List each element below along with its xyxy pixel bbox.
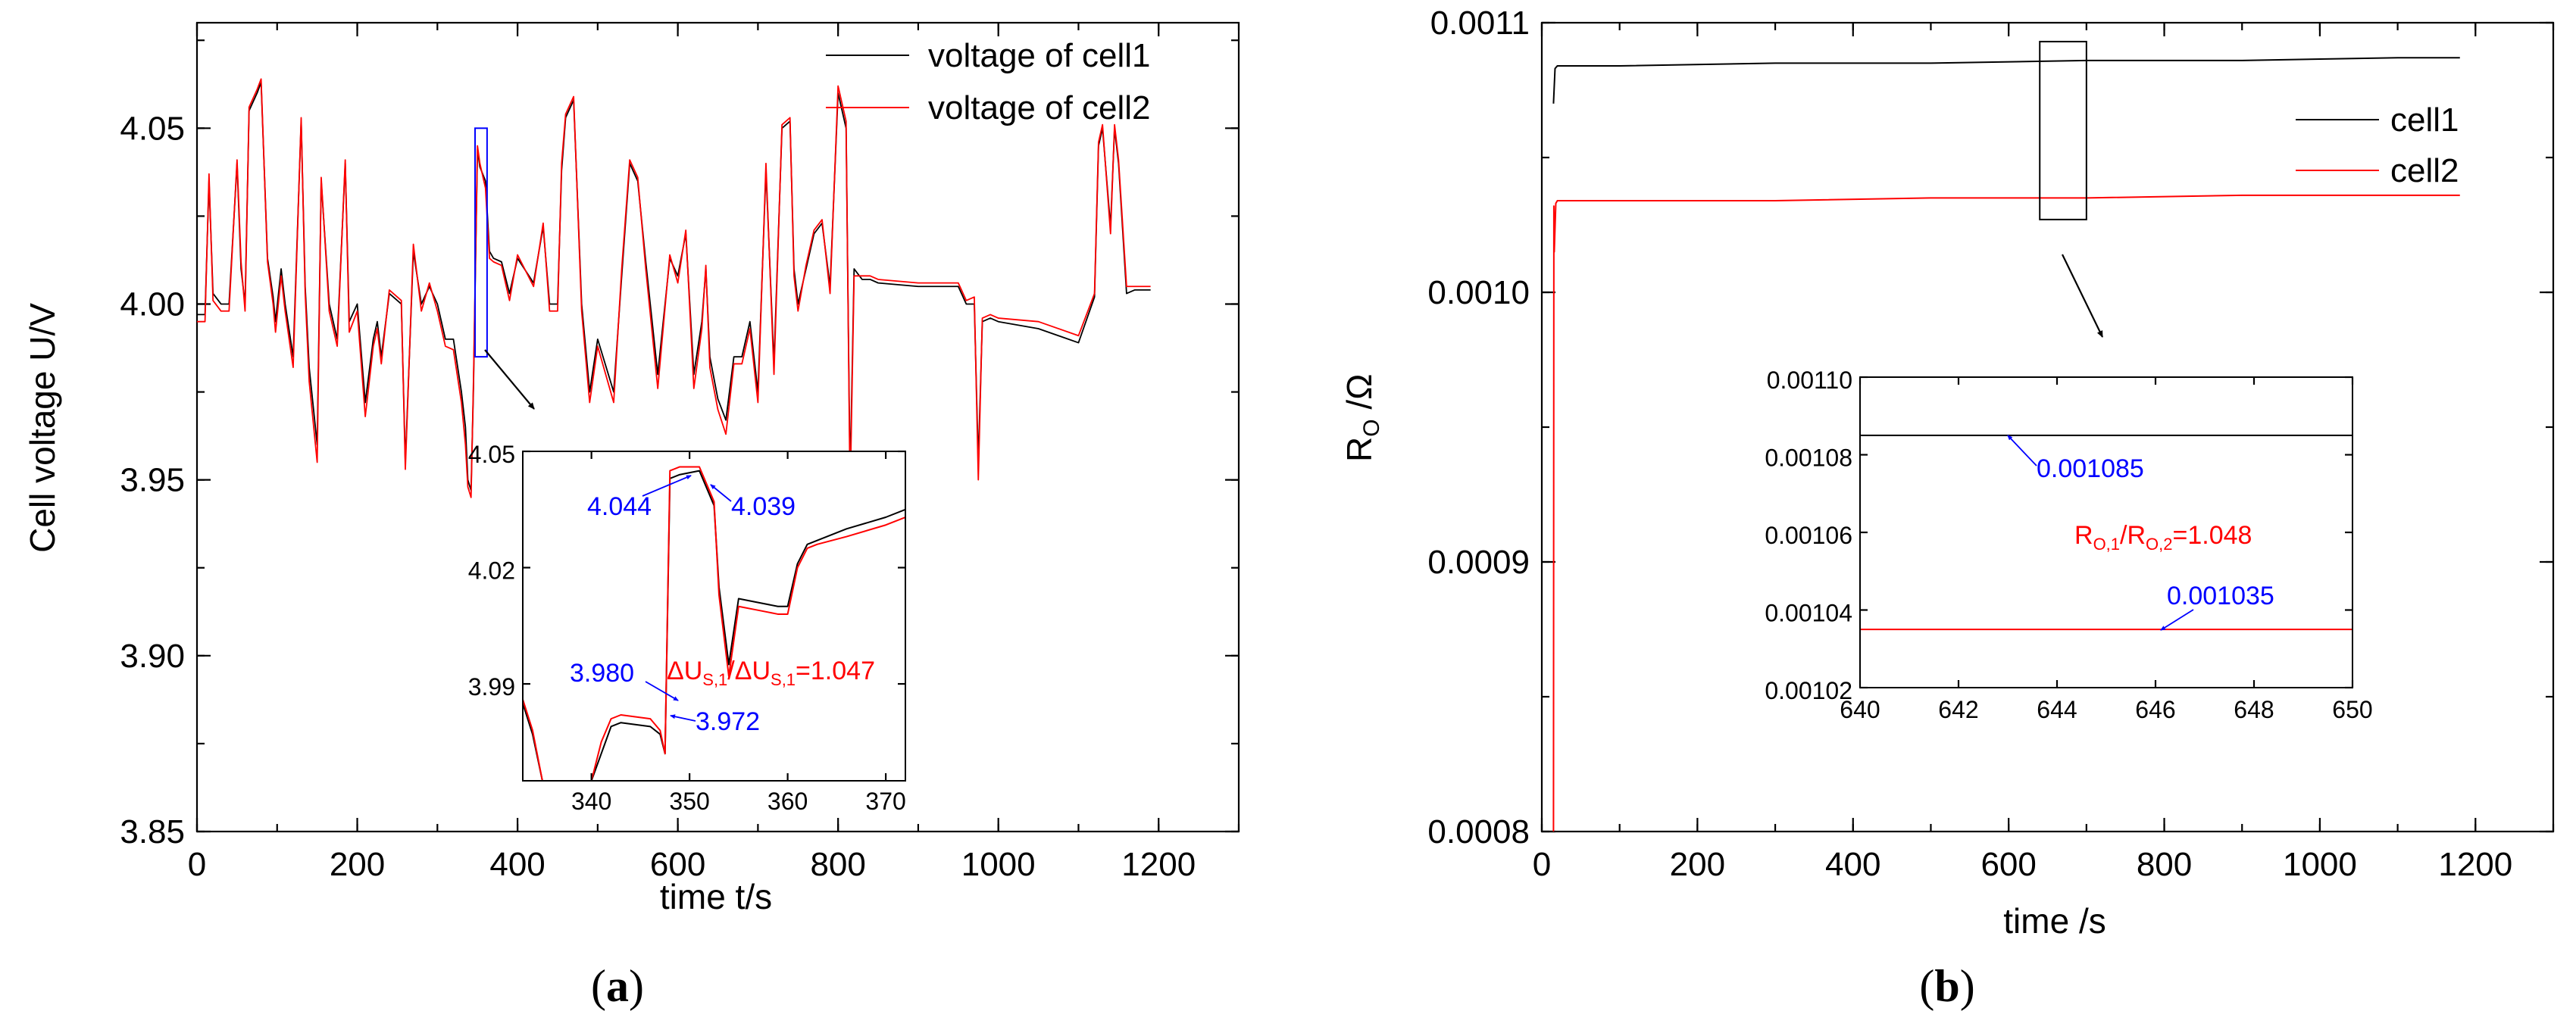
chart-b-y-tick-label: 0.0010	[1427, 274, 1530, 311]
chart-b-y-tick-label: 0.0011	[1430, 5, 1530, 42]
chart-b: 0.0008 0.0009 0.0010 0.0011 0 200 400 600 800 10…	[1340, 5, 2555, 1011]
annotation-4-039-arrow	[710, 484, 732, 502]
chart-b-x-tick-label: 1200	[2438, 846, 2512, 883]
chart-a-inset-ratio: ΔUS,1/ΔUS,1=1.047	[667, 657, 875, 689]
chart-b-inset-y-tick-label: 0.00106	[1765, 522, 1852, 549]
chart-a-y-tick-label: 3.95	[120, 462, 185, 499]
chart-b-y-tick-label: 0.0009	[1427, 544, 1530, 581]
chart-a-zoom-arrow	[484, 349, 535, 410]
chart-a-y-label: Cell voltage U/V	[23, 303, 62, 553]
chart-b-legend: cell1 cell2	[2296, 101, 2459, 189]
chart-b-inset-x-tick-label: 650	[2332, 696, 2372, 723]
chart-b-inset-x-ticks: 640 642 644 646 648 650	[1840, 377, 2373, 723]
chart-a-x-tick-label: 0	[188, 846, 206, 883]
chart-a-x-label: time t/s	[660, 877, 772, 916]
chart-b-highlight-box	[2039, 40, 2087, 220]
chart-a-inset-y-ticks: 3.99 4.02 4.05	[468, 441, 905, 701]
chart-a-caption: (a)	[591, 961, 644, 1011]
legend-label-cell1: cell1	[2390, 101, 2459, 139]
chart-b-x-tick-label: 400	[1825, 846, 1880, 883]
annotation-3-980: 3.980	[570, 659, 634, 688]
chart-b-inset-x-tick-label: 648	[2234, 696, 2274, 723]
annotation-0-001085-arrow	[2007, 435, 2037, 467]
chart-a-inset-x-tick-label: 370	[865, 788, 905, 815]
chart-a-x-ticks: 0 200 400 600 800 1000 1200	[188, 23, 1240, 883]
annotation-0-001085: 0.001085	[2037, 454, 2144, 483]
chart-b-inset-series	[1860, 434, 2352, 631]
chart-b-inset-ratio: RO,1/RO,2=1.048	[2074, 521, 2252, 554]
chart-b-x-tick-label: 200	[1670, 846, 1725, 883]
chart-b-inset-y-tick-label: 0.00110	[1767, 367, 1852, 394]
chart-a-inset-series-cell2	[523, 466, 905, 781]
chart-a-y-tick-label: 4.05	[120, 110, 185, 147]
chart-a-inset-series-cell1	[523, 470, 905, 781]
chart-b-inset-x-tick-label: 642	[1938, 696, 1978, 723]
chart-b-inset-background	[1860, 377, 2352, 688]
chart-a-inset-frame	[522, 451, 906, 782]
chart-b-inset-y-tick-label: 0.00108	[1765, 445, 1852, 472]
chart-b-x-tick-label: 1000	[2283, 846, 2357, 883]
chart-a-x-tick-label: 200	[330, 846, 385, 883]
annotation-3-972-arrow	[670, 714, 696, 722]
annotation-4-039: 4.039	[731, 492, 796, 521]
chart-b-inset-y-ticks: 0.00102 0.00104 0.00106 0.00108 0.00110	[1765, 367, 2352, 704]
annotation-4-044: 4.044	[587, 492, 652, 521]
chart-b-inset-y-tick-label: 0.00102	[1765, 677, 1852, 704]
chart-a-inset-y-tick-label: 3.99	[468, 673, 515, 701]
chart-a-inset-x-tick-label: 340	[571, 788, 611, 815]
chart-a-inset-x-tick-label: 350	[669, 788, 709, 815]
chart-b-y-ticks: 0.0008 0.0009 0.0010 0.0011	[1427, 5, 2553, 850]
chart-a-plot-frame	[195, 21, 1240, 833]
chart-b-x-tick-label: 0	[1533, 846, 1551, 883]
chart-a-x-tick-label: 1000	[961, 846, 1036, 883]
chart-a-inset-x-tick-label: 360	[767, 788, 808, 815]
chart-a-inset: 3.99 4.02 4.05 340 350 360 370 4.044 4.039 3.…	[468, 441, 906, 815]
chart-b-series-cell1	[1552, 57, 2460, 104]
chart-a-inset-y-tick-label: 4.02	[468, 557, 515, 585]
chart-a-inset-y-tick-label: 4.05	[468, 441, 515, 468]
chart-a-x-tick-label: 800	[810, 846, 865, 883]
chart-a-inset-x-ticks: 340 350 360 370	[571, 451, 906, 815]
legend-label-cell1: voltage of cell1	[928, 37, 1151, 74]
chart-a-x-tick-label: 400	[489, 846, 545, 883]
chart-b-inset-x-tick-label: 640	[1840, 696, 1880, 723]
chart-b-y-tick-label: 0.0008	[1427, 813, 1530, 850]
chart-b-x-label: time /s	[2003, 901, 2106, 941]
legend-label-cell2: voltage of cell2	[928, 89, 1151, 126]
chart-b-series-cell2	[1552, 194, 2460, 832]
chart-a-y-tick-label: 4.00	[120, 286, 185, 323]
chart-a-series-voltage-of-cell2	[197, 78, 1151, 498]
chart-a-highlight-box	[474, 127, 488, 358]
chart-a-y-tick-label: 3.85	[120, 813, 185, 850]
chart-b-inset-y-tick-label: 0.00104	[1765, 600, 1852, 627]
chart-a-inset-series	[523, 466, 905, 781]
chart-a-series	[197, 78, 1151, 498]
chart-b-x-ticks: 0 200 400 600 800 1000 1200	[1533, 21, 2555, 883]
chart-b-x-tick-label: 800	[2137, 846, 2192, 883]
chart-b-y-label: RO /Ω	[1340, 373, 1384, 462]
chart-b-series	[1552, 57, 2460, 832]
annotation-3-980-arrow	[645, 681, 679, 701]
chart-a-x-tick-label: 1200	[1121, 846, 1196, 883]
chart-b-x-tick-label: 600	[1980, 846, 2036, 883]
annotation-0-001035: 0.001035	[2167, 582, 2274, 610]
chart-b-zoom-arrow	[2062, 254, 2103, 338]
annotation-4-044-arrow	[642, 475, 692, 497]
chart-a-legend: voltage of cell1 voltage of cell2	[826, 37, 1151, 126]
chart-a: 3.85 3.90 3.95 4.00 4.05 0 200 400 600 800 1000 12…	[23, 21, 1240, 1011]
legend-label-cell2: cell2	[2390, 152, 2459, 189]
chart-b-caption: (b)	[1919, 961, 1974, 1011]
chart-b-inset-x-tick-label: 646	[2135, 696, 2175, 723]
chart-b-inset-x-tick-label: 644	[2037, 696, 2077, 723]
annotation-3-972: 3.972	[696, 707, 760, 736]
chart-a-x-tick-label: 600	[650, 846, 705, 883]
chart-a-y-tick-label: 3.90	[120, 638, 185, 675]
annotation-0-001035-arrow	[2160, 609, 2194, 631]
